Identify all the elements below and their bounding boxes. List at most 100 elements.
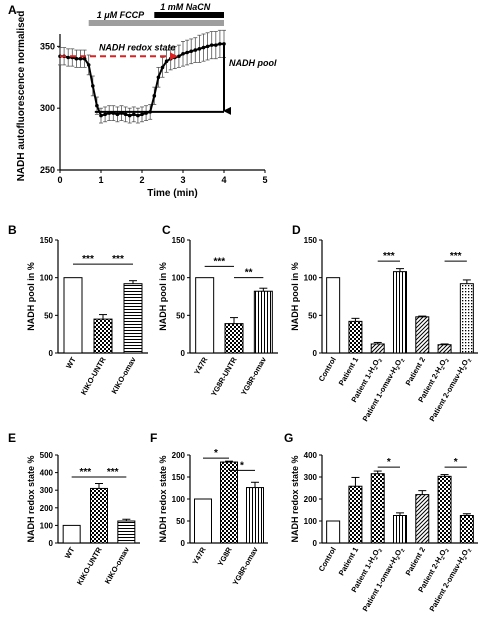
data-point [95, 103, 99, 108]
bar [123, 283, 143, 354]
bar [326, 520, 341, 544]
bar [370, 343, 385, 354]
y-tick-label: 300 [40, 486, 54, 495]
y-tick-label: 0 [49, 349, 54, 358]
x-tick-label: KIKO-omav [103, 545, 132, 586]
y-tick-label: 50 [176, 311, 185, 320]
significance-stars: *** [112, 254, 124, 265]
significance-stars: *** [107, 467, 119, 478]
data-point [91, 84, 95, 88]
y-tick-label: 100 [172, 274, 186, 283]
panel-letter-f: F [150, 431, 157, 445]
y-tick-label: 100 [40, 274, 54, 283]
significance-stars: *** [82, 254, 94, 265]
y-tick-label: 50 [176, 517, 185, 526]
x-tick-label: WT [64, 355, 78, 370]
bar [459, 283, 474, 354]
bar [63, 277, 83, 354]
treatment-bar [154, 12, 224, 18]
treatment-label: 1 mM NaCN [160, 2, 211, 12]
y-tick-label: 0 [49, 539, 54, 548]
y-tick-label: 300 [40, 103, 55, 113]
x-tick-label: YG8R-UNTR [209, 355, 239, 398]
significance-stars: *** [450, 251, 462, 262]
data-point [209, 43, 214, 47]
x-tick-label: 2 [139, 175, 144, 185]
significance-stars: * [214, 448, 218, 459]
bar [348, 320, 363, 354]
bar [393, 271, 407, 354]
treatment-label: 1 μM FCCP [97, 10, 145, 20]
data-point [189, 49, 193, 54]
bar [393, 515, 407, 544]
x-tick-label: Patient 2 [404, 546, 427, 578]
data-point [132, 112, 136, 117]
data-point [140, 112, 144, 117]
significance-stars: * [454, 457, 458, 468]
x-tick-label: Patient 1-omav-H2O2 [361, 545, 407, 614]
y-axis-label: NADH autofluorescence normalised [16, 11, 27, 182]
x-tick-label: Patient 1 [337, 546, 360, 578]
y-tick-label: 0 [181, 349, 186, 358]
y-axis-label: NADH redox state % [158, 455, 168, 542]
data-point [123, 112, 128, 117]
x-tick-label: Control [317, 546, 338, 574]
y-tick-label: 0 [181, 539, 186, 548]
x-tick-label: YG8R-omav [239, 355, 268, 397]
y-axis-label: NADH pool in % [290, 262, 300, 331]
x-tick-label: 3 [180, 175, 185, 185]
bar [246, 487, 264, 544]
data-point [99, 113, 103, 118]
bar [253, 290, 273, 354]
y-tick-label: 200 [172, 451, 186, 460]
y-tick-label: 350 [40, 41, 55, 51]
y-tick-label: 100 [172, 495, 186, 504]
y-tick-label: 50 [308, 311, 317, 320]
data-point [86, 63, 91, 67]
x-tick-label: Patient 2-omav-H2O2 [427, 355, 473, 424]
data-point [185, 50, 189, 55]
bar [195, 277, 215, 354]
y-tick-label: 100 [304, 517, 318, 526]
y-tick-label: 250 [40, 165, 55, 175]
panel-a-time-course: 0 1 2 3 4 5 250 300 350 Time (min) NADH autofluore… [16, 2, 277, 199]
data-point [164, 59, 169, 63]
data-point [78, 56, 83, 61]
y-tick-label: 200 [304, 495, 318, 504]
bar [62, 524, 81, 544]
data-point [193, 48, 198, 52]
significance-stars: ** [245, 268, 253, 279]
y-axis-label: NADH pool in % [158, 262, 168, 331]
x-tick-label: Y47R [192, 355, 209, 376]
x-tick-label: YG8R-omav [231, 545, 260, 587]
x-tick-label: 1 [98, 175, 103, 185]
data-point [218, 42, 222, 46]
data-point [156, 75, 161, 80]
bar [348, 485, 363, 544]
y-tick-label: 0 [313, 349, 318, 358]
bar [90, 487, 108, 544]
bar [93, 318, 113, 354]
bar [220, 461, 238, 544]
data-point [82, 56, 87, 61]
y-tick-label: 100 [304, 274, 318, 283]
panel-letter-a: A [8, 3, 17, 17]
data-point [103, 112, 107, 117]
x-tick-label: 5 [262, 175, 267, 185]
data-point [181, 51, 185, 56]
y-tick-label: 150 [172, 473, 186, 482]
panel-letter-d: D [292, 223, 301, 237]
y-tick-label: 200 [40, 504, 54, 513]
data-point [74, 56, 79, 61]
bar [415, 494, 430, 544]
y-tick-label: 150 [40, 236, 54, 245]
data-point [197, 47, 202, 51]
bar [415, 316, 430, 354]
redox-state-label: NADH redox state [99, 42, 176, 52]
x-axis-label: Time (min) [147, 188, 197, 199]
panel-f-bar-chart: 0 50 100 150 200 NADH redox state % Y47R YG8RYG… [158, 448, 268, 587]
bar [370, 473, 385, 544]
